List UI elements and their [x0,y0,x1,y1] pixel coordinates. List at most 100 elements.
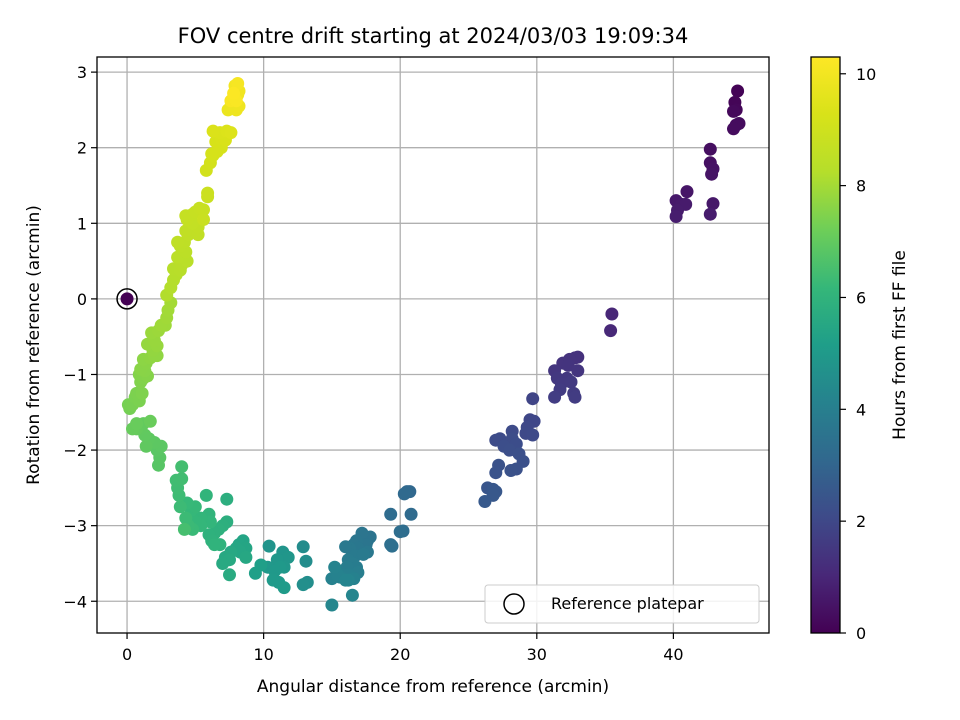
data-point [339,540,353,554]
reference-point [120,292,134,306]
data-point [248,566,262,580]
reference-ring [116,288,138,310]
data-point [727,122,740,136]
data-point [223,568,236,582]
x-tick-label: 30 [527,645,547,664]
data-point [175,472,189,486]
data-point [397,487,411,501]
data-point [561,358,575,372]
x-axis-label: Angular distance from reference (arcmin) [257,677,609,697]
y-axis-label: Rotation from reference (arcmin) [24,205,44,485]
colorbar-tick-label: 4 [856,400,866,419]
data-point [231,77,245,90]
data-point [224,126,238,140]
colorbar-tick-label: 10 [856,65,876,84]
x-axis-ticks: 0 10 20 30 40 [122,633,684,664]
data-point [197,213,210,226]
data-point [339,573,353,587]
data-point [703,142,717,156]
data-point [564,375,578,389]
data-point [393,525,407,539]
data-point [262,539,276,553]
colorbar-label: Hours from first FF file [890,250,910,440]
y-axis-ticks: −4 −3 −2 −1 0 1 2 3 [63,63,97,611]
data-point [201,186,215,200]
data-point [216,557,230,570]
data-point [669,210,683,223]
data-point [179,511,193,525]
legend-box [484,584,760,624]
colorbar-gradient [811,57,840,633]
data-point [727,104,740,118]
data-point [139,439,153,453]
y-tick-label: −4 [63,592,87,611]
data-point [504,464,518,477]
x-tick-label: 0 [122,645,132,664]
colorbar-tick-label: 8 [856,177,866,196]
data-point [175,460,189,474]
y-tick-label: −3 [63,517,87,536]
data-point [605,307,619,321]
data-point [227,86,241,100]
legend-marker-reference [503,593,525,615]
data-point [299,554,313,568]
data-point [171,235,185,249]
x-tick-label: 20 [390,645,410,664]
data-point [356,547,370,561]
data-point [197,203,210,217]
data-point [296,540,310,554]
data-point [548,390,562,404]
y-tick-label: 1 [77,214,87,233]
data-point [526,428,540,442]
data-point [328,560,342,574]
data-point [130,417,144,431]
x-tick-label: 10 [253,645,273,664]
data-point [384,507,398,521]
data-point [705,167,719,181]
data-point [571,364,585,378]
data-point [489,466,503,480]
data-point [568,390,582,404]
data-point [143,414,157,428]
data-point [281,550,295,564]
data-point [220,492,234,506]
grid-lines [97,57,769,633]
y-tick-label: −1 [63,365,87,384]
data-point [173,500,187,514]
colorbar-tick-label: 6 [856,288,866,307]
data-point [385,539,399,553]
y-tick-label: 3 [77,63,87,82]
data-point [206,124,220,138]
plot-frame [96,56,770,634]
data-point [239,550,253,564]
data-points [121,77,746,612]
data-point [604,324,618,338]
y-tick-label: 2 [77,139,87,158]
data-point [703,207,717,221]
chart-title: FOV centre drift starting at 2024/03/03 … [178,24,689,48]
data-point [731,84,745,98]
x-tick-label: 40 [663,645,683,664]
reference-platepar-marker [116,288,138,310]
data-point [345,588,359,602]
data-point [526,392,540,406]
data-point [404,507,418,521]
data-point [277,581,291,595]
colorbar-tick-label: 0 [856,624,866,643]
data-point [177,522,191,536]
data-point [706,197,720,211]
data-point [296,578,310,592]
data-point [478,495,492,508]
data-point [199,488,213,502]
colorbar-tick-label: 2 [856,512,866,531]
legend: Reference platepar [484,584,760,624]
legend-label-reference: Reference platepar [551,594,704,613]
colorbar: 0 2 4 6 8 10 Hours from first FF file [810,56,910,643]
data-point [680,185,694,199]
colorbar-frame [810,56,841,634]
colorbar-ticks: 0 2 4 6 8 10 [840,65,876,643]
y-tick-label: 0 [77,290,87,309]
data-point [135,386,149,400]
data-point [325,598,339,612]
